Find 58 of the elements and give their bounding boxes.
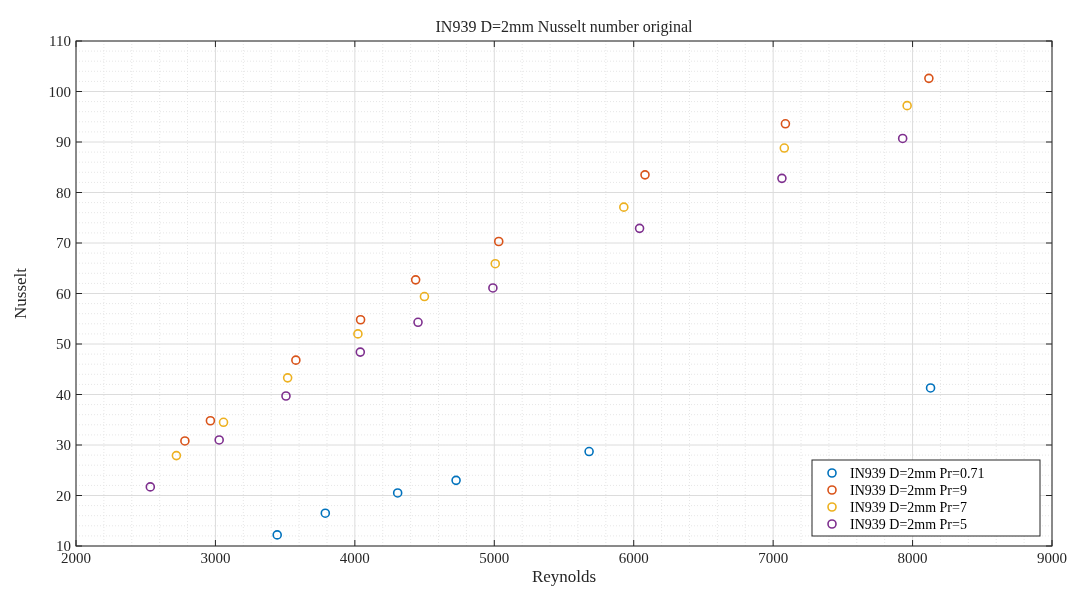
x-tick-label: 4000 xyxy=(339,550,370,566)
y-tick-label: 30 xyxy=(56,437,71,454)
point xyxy=(355,314,366,325)
point xyxy=(777,173,787,184)
point xyxy=(584,446,594,457)
point xyxy=(640,170,650,180)
point xyxy=(410,275,421,285)
x-axis-title: Reynolds xyxy=(531,567,597,586)
point xyxy=(145,482,156,492)
chart-title: IN939 D=2mm Nusselt number original xyxy=(435,18,694,36)
point xyxy=(419,291,430,302)
point xyxy=(451,475,461,486)
y-tick-label: 60 xyxy=(56,285,71,302)
point xyxy=(634,223,645,234)
point xyxy=(392,488,403,498)
point xyxy=(488,283,498,293)
point xyxy=(490,258,501,269)
x-tick-label: 7000 xyxy=(758,550,789,566)
point xyxy=(902,100,912,111)
legend-label: IN939 D=2mm Pr=0.71 xyxy=(850,465,985,481)
point xyxy=(619,202,629,212)
y-tick-label: 20 xyxy=(56,487,71,504)
legend-label: IN939 D=2mm Pr=7 xyxy=(850,499,967,515)
point xyxy=(282,373,293,383)
point xyxy=(171,450,182,461)
point xyxy=(272,530,282,540)
point xyxy=(180,436,190,446)
x-tick-label: 3000 xyxy=(200,550,231,566)
point xyxy=(353,329,363,339)
y-tick-label: 100 xyxy=(48,83,71,100)
y-tick-label: 110 xyxy=(49,33,71,50)
point xyxy=(413,317,423,328)
point xyxy=(281,391,291,401)
point xyxy=(355,347,366,357)
x-tick-label: 6000 xyxy=(618,550,649,566)
legend-label: IN939 D=2mm Pr=9 xyxy=(850,482,967,498)
y-tick-label: 40 xyxy=(56,386,71,403)
point xyxy=(780,119,791,129)
point xyxy=(897,133,908,144)
x-tick-label: 8000 xyxy=(897,550,928,566)
point xyxy=(925,383,936,393)
y-tick-label: 90 xyxy=(56,134,71,151)
point xyxy=(320,508,331,518)
legend-label: IN939 D=2mm Pr=5 xyxy=(850,516,967,532)
point xyxy=(291,355,301,365)
point xyxy=(779,143,790,153)
y-tick-label: 50 xyxy=(56,336,71,353)
point xyxy=(493,236,504,247)
x-tick-label: 9000 xyxy=(1037,550,1067,566)
y-tick-label: 80 xyxy=(56,184,71,201)
point xyxy=(924,73,934,84)
x-tick-label: 2000 xyxy=(61,550,91,566)
point xyxy=(218,417,229,428)
x-tick-label: 5000 xyxy=(479,550,510,566)
y-tick-label: 70 xyxy=(56,235,71,252)
y-axis-title: Nusselt xyxy=(11,267,30,319)
point xyxy=(205,415,216,426)
point xyxy=(214,435,224,445)
